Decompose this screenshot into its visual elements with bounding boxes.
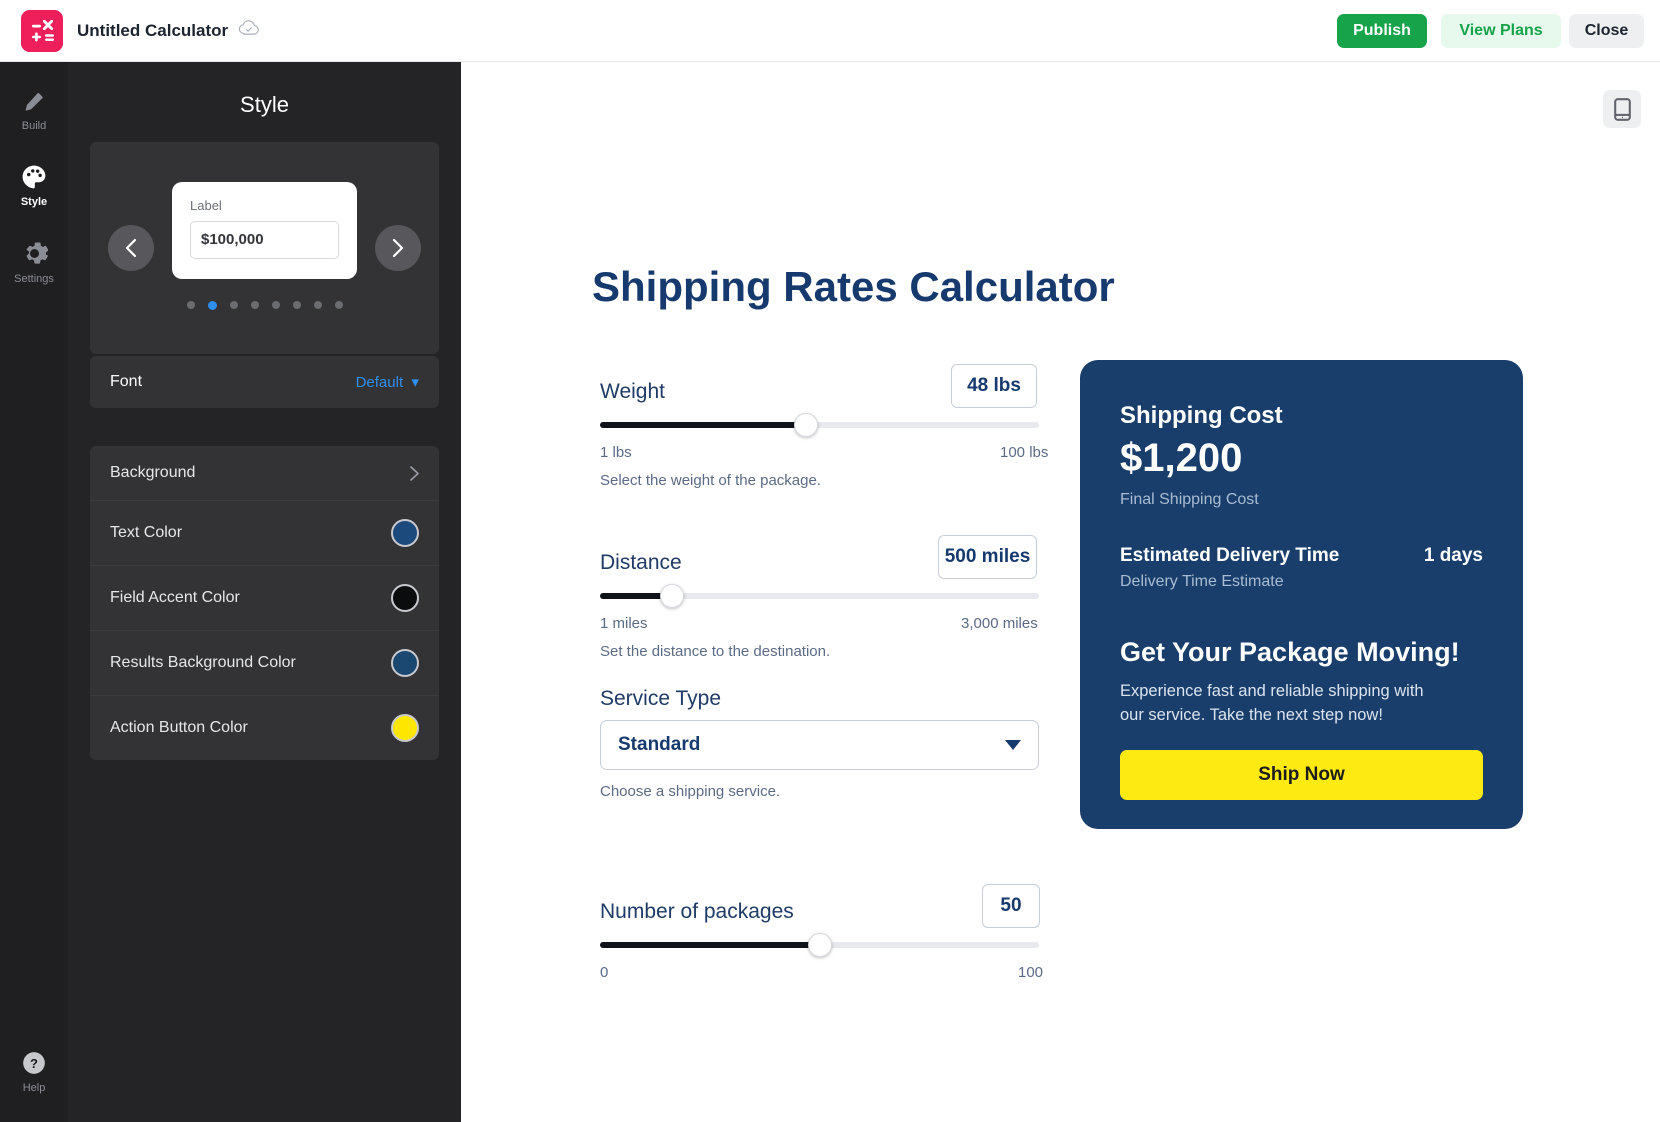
svg-text:?: ? bbox=[30, 1056, 38, 1071]
